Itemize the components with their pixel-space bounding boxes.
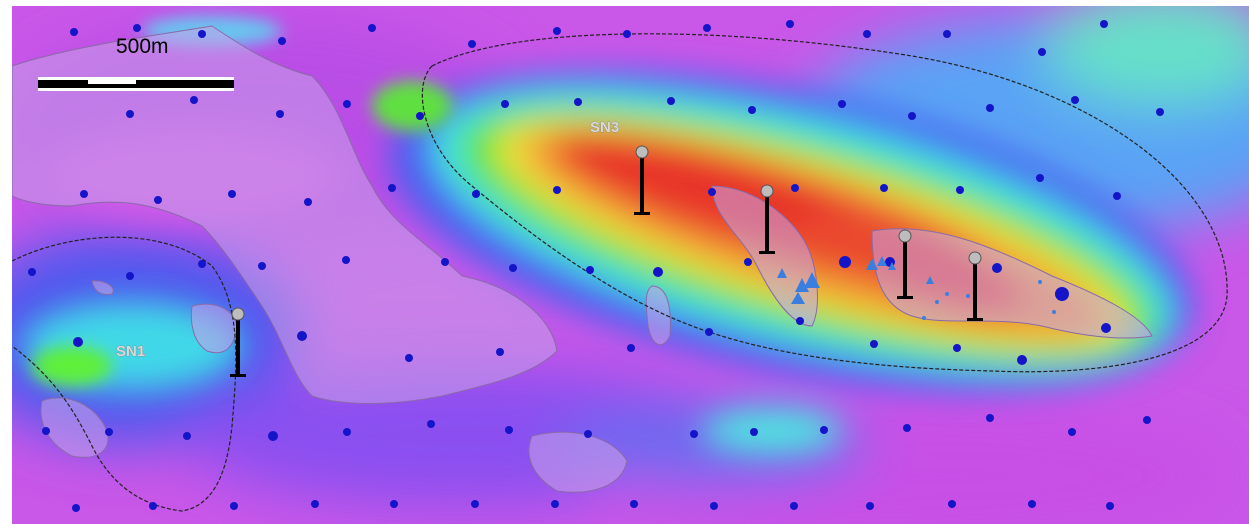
zone-label-sn1: SN1	[116, 343, 145, 360]
drillhole-marker	[967, 251, 983, 321]
zone-label-sn3: SN3	[590, 119, 619, 136]
scale-bar-label: 500m	[116, 35, 169, 58]
drill-holes	[230, 145, 983, 377]
sample-points	[28, 20, 1164, 512]
drillhole-marker	[634, 145, 650, 215]
drillhole-marker	[230, 307, 246, 377]
scale-bar: 500m	[38, 35, 234, 91]
drillhole-marker	[759, 184, 775, 254]
drillhole-marker	[897, 229, 913, 299]
outcrop-polygons	[12, 25, 1153, 493]
geophysics-map[interactable]: SN3 SN1 500m	[12, 6, 1249, 524]
zone-boundaries	[12, 33, 1228, 512]
zone-boundary-sn3	[421, 33, 1228, 373]
zone-boundary-sn1	[12, 236, 237, 512]
anomaly-markers	[777, 256, 1056, 320]
